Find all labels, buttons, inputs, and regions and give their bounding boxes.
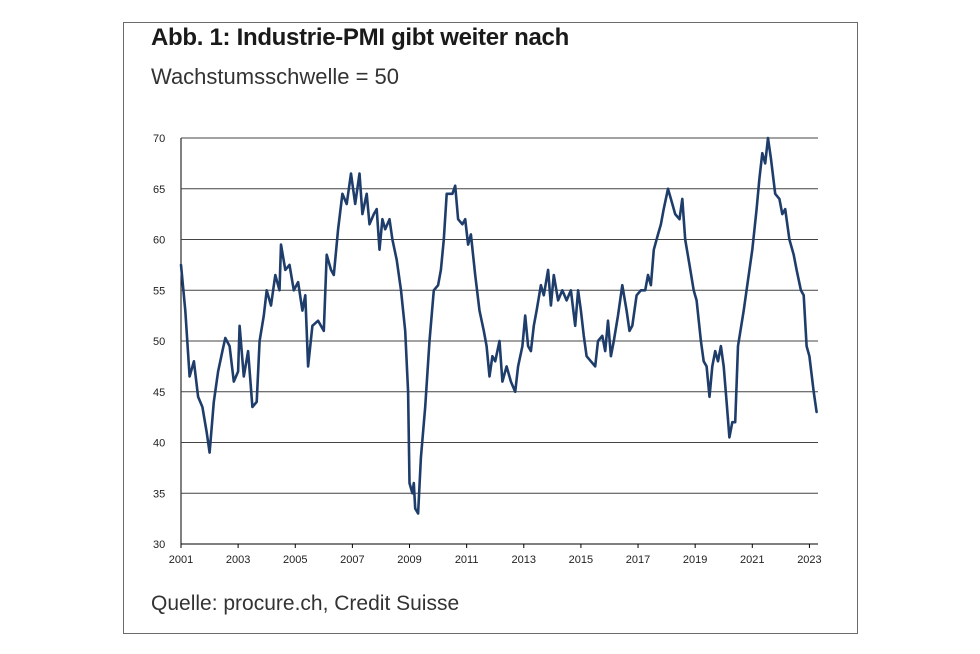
x-tick-label: 2015 — [569, 554, 593, 566]
y-tick-label: 40 — [153, 438, 165, 450]
x-tick-label: 2009 — [397, 554, 421, 566]
chart-title: Abb. 1: Industrie-PMI gibt weiter nach — [151, 24, 569, 51]
y-axis-ticks: 30 35 40 45 50 55 60 65 70 — [153, 133, 165, 551]
series-line-pmi — [179, 136, 818, 515]
x-tick-label: 2011 — [455, 554, 479, 566]
source-note: Quelle: procure.ch, Credit Suisse — [151, 592, 460, 615]
y-tick-label: 45 — [153, 387, 165, 399]
x-tick-label: 2017 — [626, 554, 650, 566]
series-group — [179, 136, 818, 515]
y-tick-label: 50 — [153, 336, 165, 348]
x-tick-label: 2013 — [512, 554, 536, 566]
figure-frame — [123, 22, 858, 634]
x-tick-label: 2005 — [283, 554, 307, 566]
y-tick-label: 70 — [153, 133, 165, 145]
chart-subtitle: Wachstumsschwelle = 50 — [151, 64, 400, 89]
x-axis-ticks: 2001 2003 2005 2007 2009 2011 2013 2015 2017 2019… — [169, 544, 822, 566]
y-tick-label: 60 — [153, 235, 165, 247]
x-tick-label: 2001 — [169, 554, 193, 566]
x-tick-label: 2021 — [740, 554, 764, 566]
y-tick-label: 55 — [153, 285, 165, 297]
y-tick-label: 65 — [153, 184, 165, 196]
x-tick-label: 2023 — [797, 554, 821, 566]
x-tick-label: 2019 — [683, 554, 707, 566]
x-tick-label: 2007 — [340, 554, 364, 566]
y-tick-label: 35 — [153, 488, 165, 500]
x-tick-label: 2003 — [226, 554, 250, 566]
y-tick-label: 30 — [153, 539, 165, 551]
gridlines — [180, 137, 818, 545]
